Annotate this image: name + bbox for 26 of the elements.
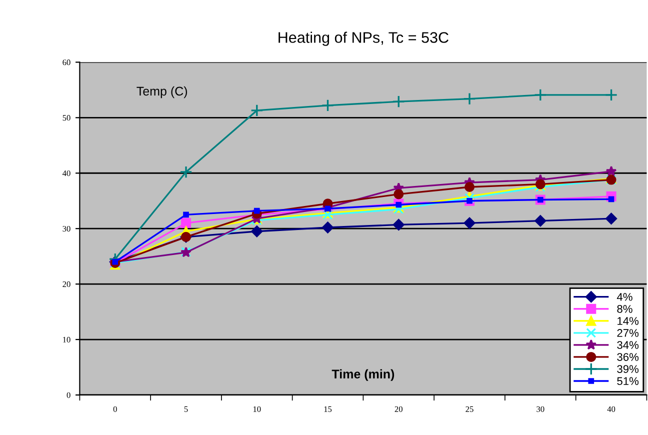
x-tick-label: 20 xyxy=(394,406,402,412)
x-tick-label: 5 xyxy=(184,406,188,412)
y-tick-label: 10 xyxy=(63,336,70,342)
x-tick-label: 0 xyxy=(113,406,117,412)
y-axis-title: Temp (C) xyxy=(136,86,188,98)
y-tick-label: 40 xyxy=(62,170,70,176)
y-tick-label: 50 xyxy=(62,115,70,121)
x-tick-label: 40 xyxy=(607,406,616,412)
chart-title: Heating of NPs, Tc = 53C xyxy=(278,32,448,46)
legend-label: 4% xyxy=(616,293,632,301)
x-tick-label: 25 xyxy=(466,406,474,412)
legend-label: 14% xyxy=(618,317,639,325)
y-tick-label: 20 xyxy=(62,281,70,288)
y-tick-label: 30 xyxy=(62,226,70,232)
legend-label: 36% xyxy=(617,353,639,361)
legend-label: 27% xyxy=(617,329,639,337)
y-tick-label: 60 xyxy=(62,60,70,66)
legend-label: 39% xyxy=(617,365,639,373)
legend-label: 8% xyxy=(617,304,632,313)
legend-label: 51% xyxy=(617,377,639,386)
legend-label: 34% xyxy=(617,341,639,349)
x-tick-label: 10 xyxy=(253,406,261,412)
x-tick-label: 15 xyxy=(324,406,332,412)
x-axis-title: Time (min) xyxy=(332,369,394,381)
x-tick-label: 30 xyxy=(536,406,544,412)
y-tick-label: 0 xyxy=(66,392,70,398)
